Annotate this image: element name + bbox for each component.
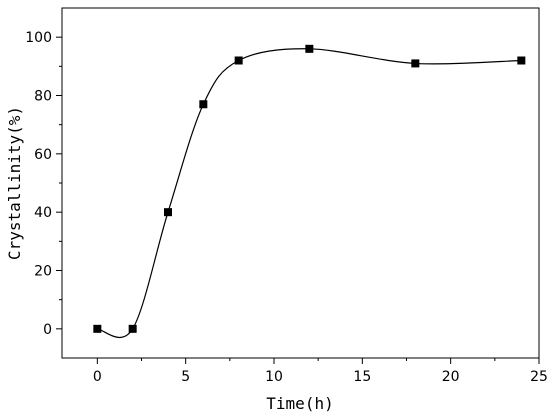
x-tick-label: 10 <box>265 369 283 385</box>
data-point <box>234 56 243 65</box>
x-axis-title: Time(h) <box>266 394 333 413</box>
x-tick-label: 25 <box>530 369 548 385</box>
data-point <box>411 59 420 68</box>
data-point <box>517 56 526 65</box>
y-tick-label: 20 <box>34 264 52 280</box>
x-tick-label: 15 <box>353 369 371 385</box>
tick-labels: 0 5 10 15 20 25 0 20 40 60 80 100 <box>25 30 548 385</box>
y-axis-title: Crystallinity(%) <box>5 106 24 260</box>
axis-ticks <box>56 36 540 364</box>
x-tick-label: 0 <box>93 369 102 385</box>
y-tick-label: 60 <box>34 147 52 163</box>
x-tick-label: 20 <box>442 369 460 385</box>
data-point <box>305 44 314 53</box>
data-point <box>199 100 208 109</box>
y-tick-label: 40 <box>34 205 52 221</box>
data-point <box>93 324 102 333</box>
data-point <box>128 324 137 333</box>
data-point <box>164 208 172 217</box>
y-tick-label: 80 <box>34 89 52 105</box>
data-points <box>93 44 526 333</box>
y-tick-label: 0 <box>43 322 52 338</box>
x-tick-label: 5 <box>181 369 190 385</box>
y-tick-label: 100 <box>25 30 52 46</box>
plot-frame <box>61 7 540 359</box>
fit-curve <box>97 48 522 338</box>
